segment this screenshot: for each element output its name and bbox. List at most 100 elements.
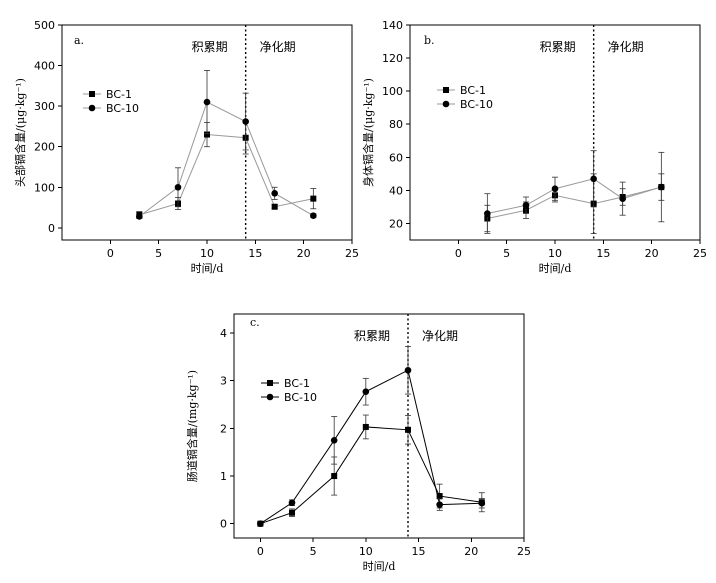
x-tick-label: 20 — [464, 545, 478, 558]
legend-marker-circle — [442, 100, 450, 108]
phase-label-accumulation: 积累期 — [354, 329, 390, 343]
x-tick-label: 15 — [596, 247, 610, 260]
y-tick-label: 500 — [34, 19, 55, 32]
data-point-circle — [136, 213, 143, 220]
legend: BC-1BC-10 — [261, 377, 317, 404]
x-tick-label: 25 — [517, 545, 531, 558]
data-point-square — [436, 493, 443, 500]
y-tick-label: 80 — [389, 118, 403, 131]
x-tick-label: 20 — [297, 247, 311, 260]
legend-marker-circle — [88, 104, 96, 112]
chart-panel-2: 0 5 10 15 20 25 20 40 60 80 100 120 140 时间/d 身体镉含量/(μg… — [361, 19, 707, 275]
phase-label-depuration: 净化期 — [608, 40, 644, 54]
y-tick-label: 100 — [34, 181, 55, 194]
y-tick-label: 4 — [220, 327, 227, 340]
data-point-square — [271, 203, 278, 210]
x-tick-label: 15 — [412, 545, 426, 558]
data-point-square — [310, 195, 317, 202]
x-axis-label: 时间/d — [539, 262, 572, 275]
x-tick-label: 25 — [345, 247, 359, 260]
data-point-circle — [590, 175, 597, 183]
y-tick-label: 120 — [382, 52, 403, 65]
y-tick-label: 0 — [48, 222, 55, 235]
phase-label-depuration: 净化期 — [260, 40, 296, 54]
x-tick-label: 10 — [359, 545, 373, 558]
legend-label: BC-1 — [284, 377, 310, 390]
data-point-circle — [551, 185, 559, 193]
series-bc-10 — [136, 70, 317, 220]
legend-label: BC-10 — [460, 98, 493, 111]
data-point-circle — [478, 499, 486, 507]
data-point-circle — [484, 210, 491, 217]
x-tick-label: 5 — [310, 545, 317, 558]
y-tick-label: 60 — [389, 151, 403, 164]
series-bc-1 — [257, 414, 485, 527]
series-line — [487, 186, 662, 219]
data-point-circle — [310, 212, 317, 219]
y-axis-label: 肠道镉含量/(mg·kg⁻¹) — [185, 370, 199, 482]
legend: BC-1BC-10 — [83, 88, 139, 115]
legend-marker-circle — [266, 393, 274, 401]
plot-frame — [233, 313, 525, 539]
panel-label: a. — [74, 34, 84, 47]
y-tick-label: 140 — [382, 19, 403, 32]
data-point-circle — [658, 183, 665, 191]
y-tick-label: 1 — [220, 470, 227, 483]
data-point-circle — [522, 201, 530, 209]
x-tick-label: 25 — [693, 247, 707, 260]
chart-panel-1: 0 5 10 15 20 25 0 100 200 300 400 500 时间/d 头部镉含量/(μg·… — [13, 19, 359, 275]
chart-panel-3: 0 5 10 15 20 25 0 1 2 3 4 时间/d 肠道镉含量/(mg·kg⁻¹) c. 积累期 净… — [185, 313, 531, 573]
x-tick-label: 10 — [200, 247, 214, 260]
data-point-circle — [330, 436, 338, 444]
series-line — [487, 178, 662, 215]
series-bc-1 — [484, 173, 665, 234]
series-line — [139, 133, 314, 216]
data-point-square — [204, 131, 210, 138]
legend: BC-1BC-10 — [437, 84, 493, 111]
y-tick-label: 40 — [389, 184, 403, 197]
data-point-square — [362, 423, 369, 430]
series-bc-10 — [484, 150, 665, 234]
x-tick-label: 0 — [107, 247, 114, 260]
x-tick-label: 5 — [503, 247, 510, 260]
data-point-circle — [242, 118, 249, 125]
x-axis-label: 时间/d — [191, 262, 224, 275]
x-tick-label: 0 — [257, 545, 264, 558]
legend-label: BC-10 — [106, 102, 139, 115]
data-point-square — [289, 509, 295, 516]
phase-label-depuration: 净化期 — [422, 329, 458, 343]
data-point-circle — [362, 388, 370, 395]
x-tick-label: 20 — [645, 247, 659, 260]
series-line — [139, 101, 314, 217]
y-axis-label: 头部镉含量/(μg·kg⁻¹) — [13, 78, 27, 187]
panel-label: c. — [250, 316, 260, 329]
x-tick-label: 15 — [248, 247, 262, 260]
x-axis-label: 时间/d — [363, 560, 396, 573]
x-tick-label: 0 — [455, 247, 462, 260]
data-point-circle — [288, 499, 296, 507]
x-tick-label: 5 — [155, 247, 162, 260]
legend-label: BC-10 — [284, 391, 317, 404]
data-point-circle — [203, 98, 211, 106]
series-bc-10 — [257, 346, 486, 528]
y-tick-label: 100 — [382, 85, 403, 98]
y-tick-label: 2 — [220, 422, 227, 435]
y-tick-label: 20 — [389, 217, 403, 230]
plot-frame — [409, 24, 701, 241]
legend-marker-square — [443, 87, 449, 93]
legend-marker-square — [89, 91, 95, 97]
data-point-circle — [619, 195, 626, 202]
data-point-circle — [271, 190, 278, 197]
phase-label-accumulation: 积累期 — [540, 40, 576, 54]
y-tick-label: 200 — [34, 141, 55, 154]
series-bc-1 — [136, 121, 317, 219]
data-point-circle — [404, 366, 412, 374]
data-point-circle — [436, 501, 443, 508]
y-tick-label: 3 — [220, 375, 227, 388]
panel-label: b. — [424, 34, 435, 47]
legend-label: BC-1 — [460, 84, 486, 97]
y-axis-label: 身体镉含量/(μg·kg⁻¹) — [361, 78, 375, 187]
legend-label: BC-1 — [106, 88, 132, 101]
phase-label-accumulation: 积累期 — [192, 40, 228, 54]
